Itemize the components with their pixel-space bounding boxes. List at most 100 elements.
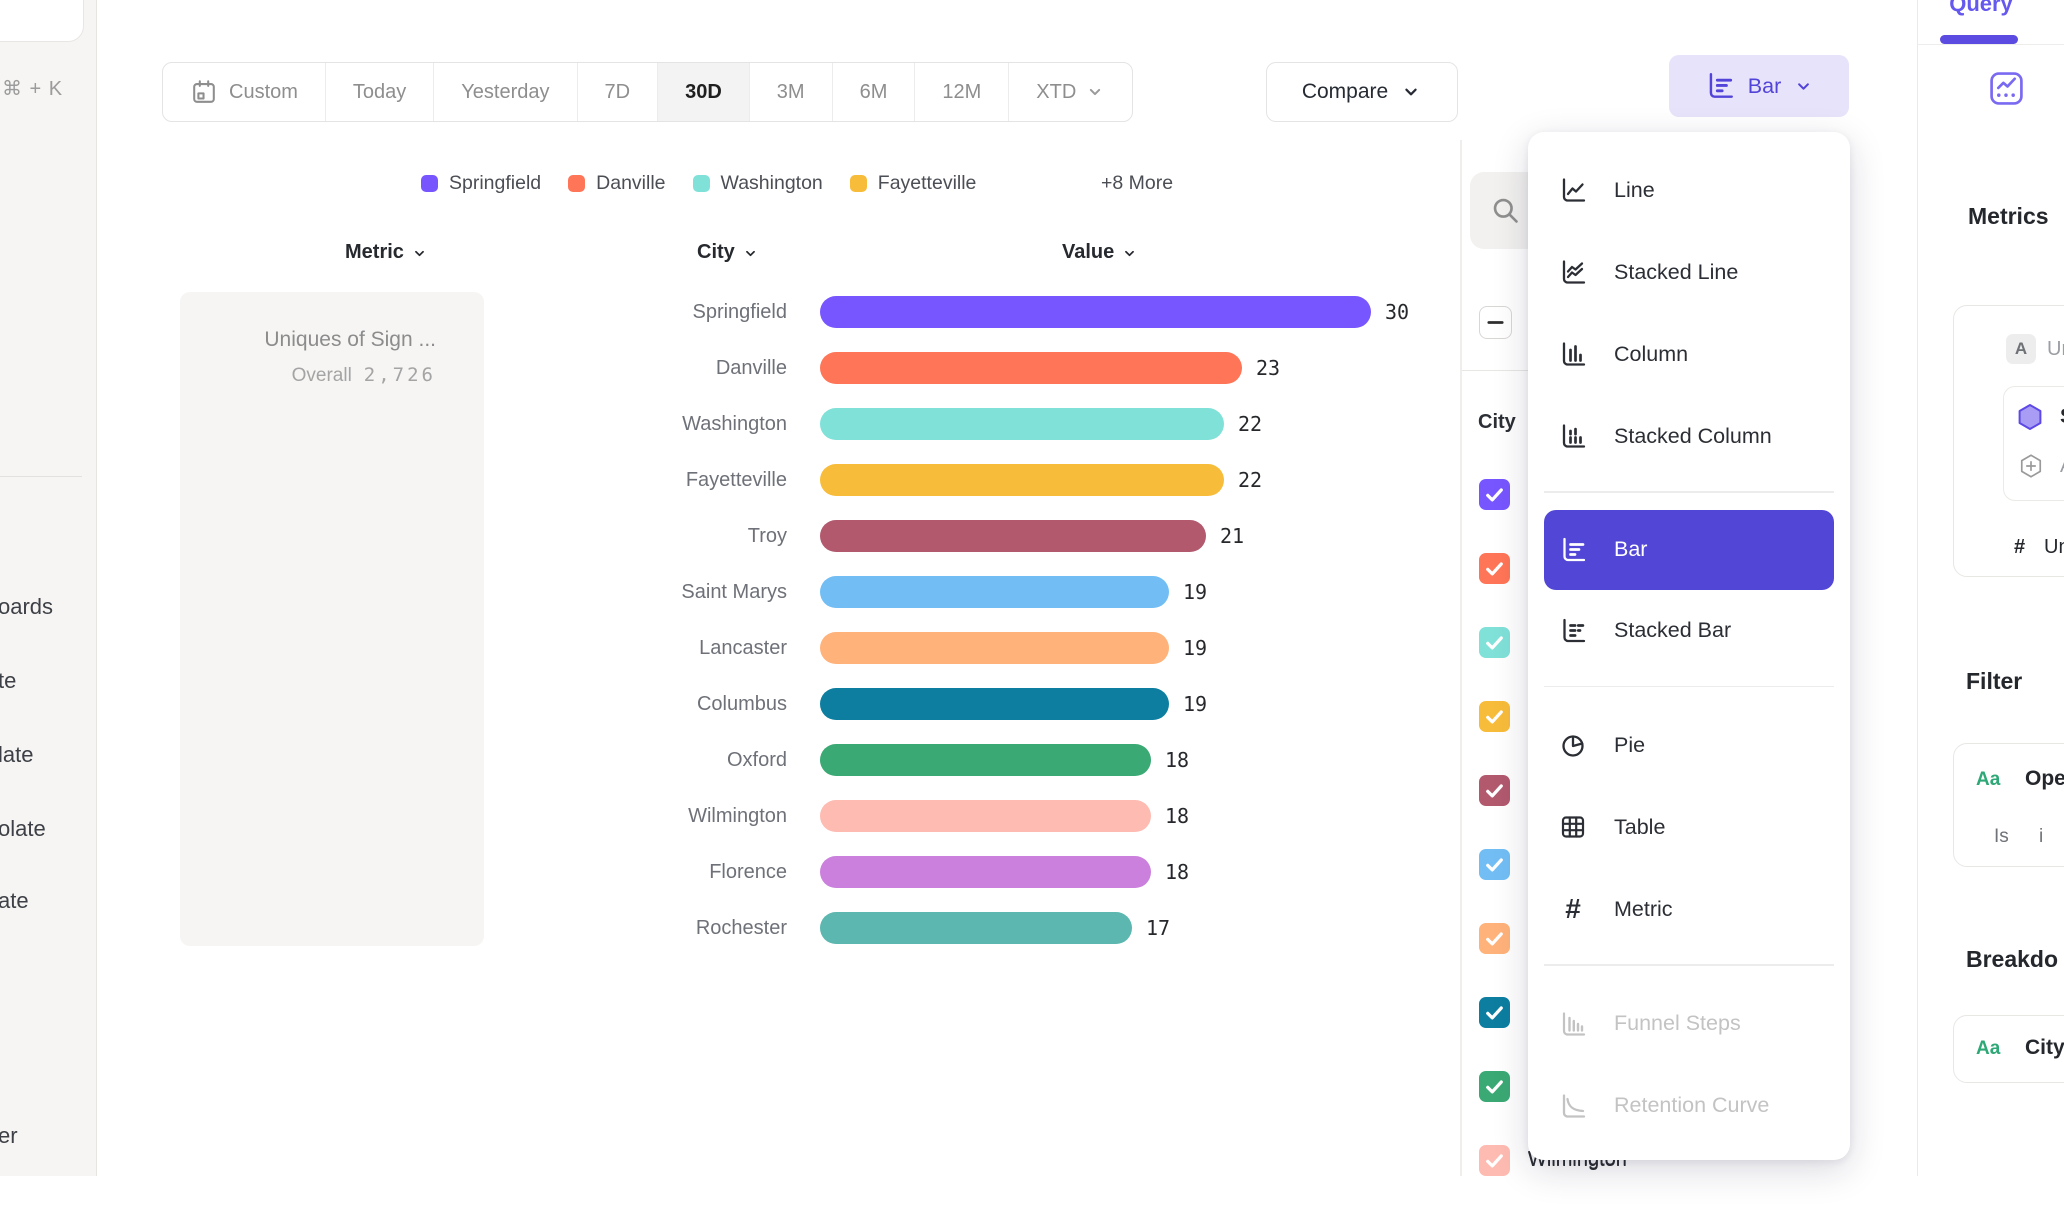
bar-category-label: Columbus — [696, 692, 787, 715]
date-range-label: 3M — [776, 80, 805, 103]
segment-checkbox[interactable] — [1479, 553, 1510, 584]
check-icon — [1481, 1147, 1508, 1174]
date-range-segment[interactable]: 12M — [915, 63, 1010, 121]
compare-button[interactable]: Compare — [1266, 62, 1458, 122]
bar[interactable] — [820, 296, 1371, 328]
tab-query[interactable]: Query — [1949, 0, 2013, 16]
segment-checkbox[interactable] — [1479, 627, 1510, 658]
legend-item[interactable]: Washington — [692, 172, 823, 195]
bar[interactable] — [820, 352, 1242, 384]
date-range-label: Yesterday — [461, 80, 550, 103]
filter-name: Ope — [2025, 767, 2064, 790]
bar-category-label: Fayetteville — [685, 468, 787, 491]
date-range-segment[interactable]: XTD — [1009, 63, 1132, 121]
menu-item-label: Pie — [1614, 732, 1646, 757]
bar[interactable] — [820, 576, 1169, 608]
stacked-bar-icon — [1558, 616, 1588, 646]
date-range-segment[interactable]: 6M — [833, 63, 916, 121]
date-range-segment[interactable]: 30D — [658, 63, 750, 121]
panel-divider — [1918, 44, 2064, 45]
sidebar-item-5[interactable]: er — [0, 1123, 18, 1148]
chart-row: Wilmington 18 — [540, 800, 1460, 832]
menu-item: Retention Curve — [1528, 1065, 1850, 1147]
menu-item[interactable]: Column — [1528, 313, 1850, 395]
legend-more[interactable]: +8 More — [1101, 172, 1174, 194]
filter-value[interactable]: i — [2039, 826, 2044, 847]
filter-card[interactable]: Aa Ope Is i — [1953, 743, 2064, 867]
sidebar-item-4[interactable]: ate — [0, 888, 29, 913]
bar-category-label: Oxford — [726, 748, 787, 771]
filter-operator[interactable]: Is — [1994, 826, 2009, 847]
segment-checkbox[interactable] — [1479, 1145, 1510, 1176]
bar[interactable] — [820, 912, 1132, 944]
bar[interactable] — [820, 464, 1224, 496]
bar[interactable] — [820, 408, 1224, 440]
segment-checkbox[interactable] — [1479, 479, 1510, 510]
legend-swatch — [421, 175, 438, 192]
menu-item[interactable]: Bar — [1544, 509, 1834, 590]
check-icon — [1481, 629, 1508, 656]
date-range-label: Custom — [229, 80, 298, 103]
date-range-segment[interactable]: Today — [326, 63, 435, 121]
bar[interactable] — [820, 744, 1151, 776]
event-card[interactable]: Sig Ad — [2003, 386, 2064, 501]
bar-category-label: Springfield — [692, 300, 787, 323]
legend-item[interactable]: Springfield — [421, 172, 541, 195]
bar[interactable] — [820, 856, 1151, 888]
menu-divider — [1544, 964, 1834, 966]
line-chart-icon — [1558, 175, 1588, 205]
command-k-shortcut: ⌘ + K — [2, 78, 64, 100]
bar-category-label: Florence — [709, 860, 787, 883]
insights-chart-icon[interactable] — [1988, 70, 2025, 107]
segment-checkbox[interactable] — [1479, 923, 1510, 954]
check-icon — [1481, 851, 1508, 878]
select-all-checkbox-indeterminate[interactable] — [1479, 306, 1512, 339]
aggregation-label[interactable]: Uniqu — [2044, 536, 2064, 558]
menu-item[interactable]: Table — [1528, 786, 1850, 868]
bar[interactable] — [820, 688, 1169, 720]
bar[interactable] — [820, 632, 1169, 664]
chart-row: Washington 22 — [540, 408, 1460, 440]
legend-item[interactable]: Fayetteville — [849, 172, 976, 195]
sidebar-item-3[interactable]: olate — [0, 816, 46, 841]
value-column-header[interactable]: Value — [1062, 241, 1138, 264]
menu-item[interactable]: Stacked Line — [1528, 231, 1850, 313]
bar-category-label: Rochester — [695, 916, 787, 939]
add-event-icon[interactable] — [2017, 452, 2045, 480]
date-range-segment[interactable]: Custom — [163, 63, 326, 121]
sidebar-item-boards[interactable]: oards — [0, 594, 54, 619]
chart-type-button[interactable]: Bar — [1669, 55, 1849, 117]
metric-column-header[interactable]: Metric — [345, 241, 428, 264]
segment-checkbox[interactable] — [1479, 775, 1510, 806]
menu-item-label: Stacked Line — [1614, 259, 1739, 284]
segment-checkbox[interactable] — [1479, 1071, 1510, 1102]
menu-item[interactable]: Line — [1528, 149, 1850, 231]
breakdown-card[interactable]: Aa City — [1953, 1015, 2064, 1083]
date-range-segment[interactable]: 3M — [750, 63, 833, 121]
metric-title: Uniques of Sign ... — [264, 328, 436, 351]
bar[interactable] — [820, 520, 1206, 552]
date-range-segment[interactable]: Yesterday — [434, 63, 578, 121]
stacked-column-icon — [1558, 421, 1588, 451]
left-sidebar: ⌘ + K oards te late olate ate er — [0, 0, 97, 1176]
menu-item-label: Funnel Steps — [1614, 1011, 1741, 1035]
menu-item[interactable]: # Metric — [1528, 868, 1850, 950]
event-name: Sig — [2060, 405, 2064, 429]
segment-checkbox[interactable] — [1479, 849, 1510, 880]
filter-heading: Filter — [1966, 668, 2023, 694]
city-column-header[interactable]: City — [697, 241, 759, 264]
sidebar-item-2[interactable]: late — [0, 742, 34, 767]
metric-card[interactable]: Uniques of Sign ... Overall 2,726 — [180, 292, 484, 946]
bar-chart-icon — [1558, 535, 1588, 565]
menu-item[interactable]: Pie — [1528, 704, 1850, 786]
segment-checkbox[interactable] — [1479, 997, 1510, 1028]
menu-item[interactable]: Stacked Bar — [1528, 590, 1850, 672]
stacked-line-icon — [1558, 257, 1588, 287]
legend-item[interactable]: Danville — [568, 172, 666, 195]
date-range-segment[interactable]: 7D — [578, 63, 659, 121]
menu-item[interactable]: Stacked Column — [1528, 395, 1850, 477]
segment-checkbox[interactable] — [1479, 701, 1510, 732]
add-event-label: Ad — [2060, 455, 2064, 478]
bar[interactable] — [820, 800, 1151, 832]
sidebar-item-1[interactable]: te — [0, 668, 17, 693]
